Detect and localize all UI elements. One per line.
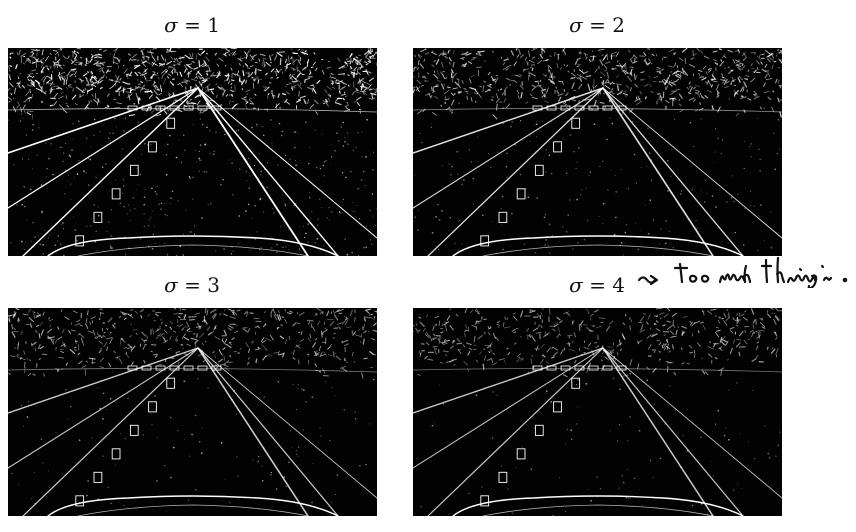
edge-map-panel-sigma-3 (8, 308, 377, 516)
edge-map-canvas (8, 308, 377, 516)
sigma-value: 4 (612, 273, 625, 297)
edge-map-panel-sigma-4 (413, 308, 782, 516)
edge-map-panel-sigma-1 (8, 48, 377, 256)
edge-map-canvas (413, 308, 782, 516)
sigma-symbol: σ = (164, 13, 207, 37)
edge-map-canvas (8, 48, 377, 256)
panel-title-sigma-2: σ = 2 (537, 13, 657, 37)
sigma-symbol: σ = (569, 273, 612, 297)
sigma-symbol: σ = (569, 13, 612, 37)
sigma-value: 3 (207, 273, 220, 297)
handwritten-annotation (636, 254, 854, 288)
panel-title-sigma-1: σ = 1 (132, 13, 252, 37)
edge-map-panel-sigma-2 (413, 48, 782, 256)
sigma-value: 1 (207, 13, 220, 37)
edge-map-canvas (413, 48, 782, 256)
panel-title-sigma-3: σ = 3 (132, 273, 252, 297)
sigma-symbol: σ = (164, 273, 207, 297)
sigma-value: 2 (612, 13, 625, 37)
